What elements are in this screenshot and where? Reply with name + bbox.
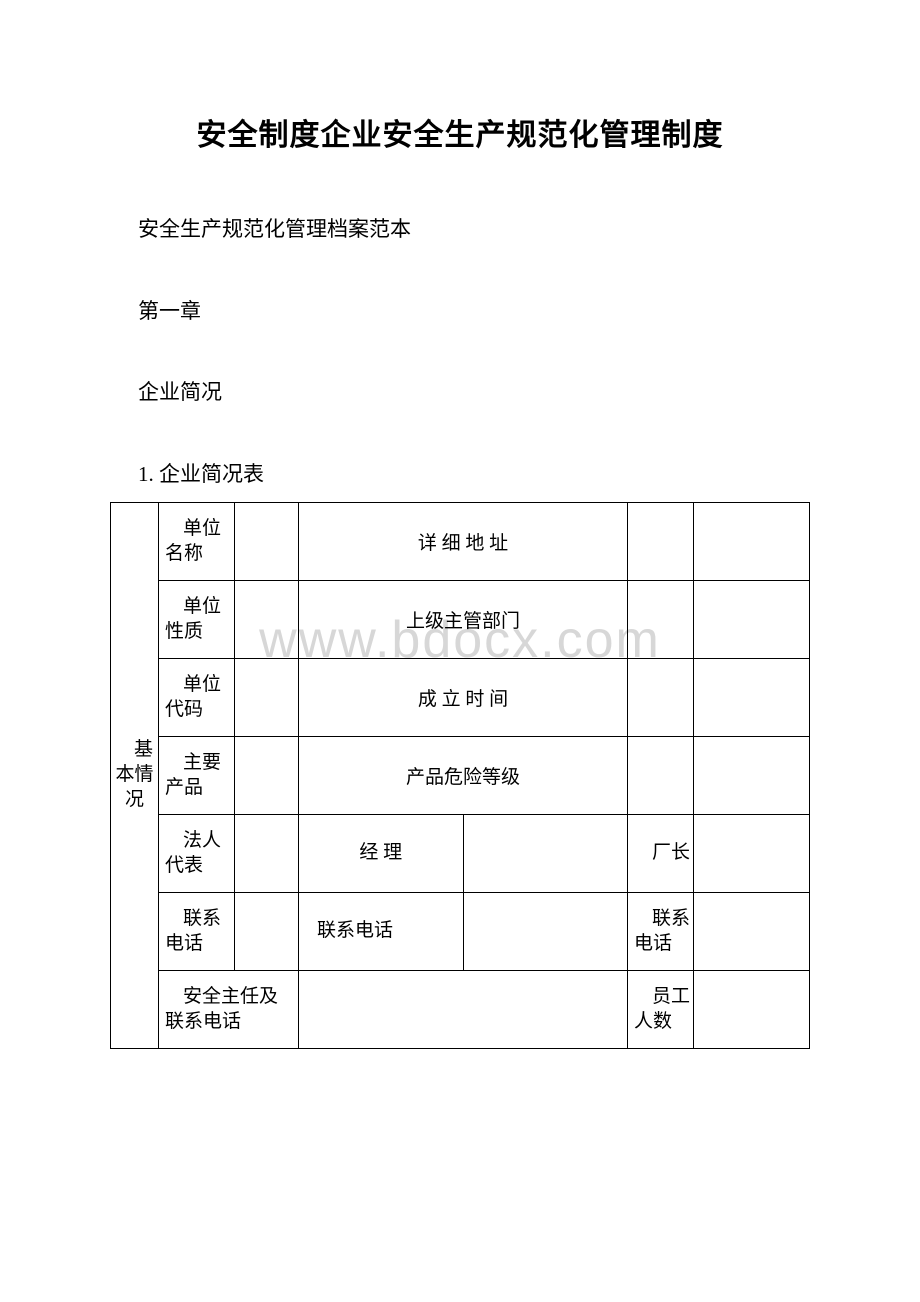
row-right-label: 员工人数: [628, 971, 694, 1049]
row-mid-label: 联系电话: [299, 893, 464, 971]
table-row: 安全主任及联系电话 员工人数: [111, 971, 810, 1049]
row-right-val: [694, 581, 810, 659]
row-value: [235, 581, 299, 659]
table-row: 法人代表 经 理 厂长: [111, 815, 810, 893]
side-label: 基本情况: [113, 738, 156, 812]
table-row: 基本情况 单位名称 详 细 地 址: [111, 503, 810, 581]
row-label: 法人代表: [159, 815, 235, 893]
chapter-label: 第一章: [138, 296, 810, 328]
table-row: 联系电话 联系电话 联系电话: [111, 893, 810, 971]
row-value: [235, 815, 299, 893]
side-label-cell: 基本情况: [111, 503, 159, 1049]
table-row: 主要产品 产品危险等级: [111, 737, 810, 815]
row-value: [235, 659, 299, 737]
row-right-val: [694, 659, 810, 737]
row-value: [235, 503, 299, 581]
row-mid-label: 成 立 时 间: [299, 659, 628, 737]
profile-table: 基本情况 单位名称 详 细 地 址 单位性质 上级主管部门 单位代码 成 立: [110, 502, 810, 1049]
row-label-wide: 安全主任及联系电话: [159, 971, 299, 1049]
row-right-label: 厂长: [628, 815, 694, 893]
section-name: 企业简况: [138, 377, 810, 409]
row-mid-value: [299, 971, 628, 1049]
row-mid-value: [463, 893, 628, 971]
row-mid-value: [463, 815, 628, 893]
row-label: 单位名称: [159, 503, 235, 581]
row-mid-label: 产品危险等级: [299, 737, 628, 815]
row-right-val: [694, 815, 810, 893]
table-caption: 1. 企业简况表: [138, 459, 810, 491]
row-right-val: [694, 971, 810, 1049]
row-mid-label: 详 细 地 址: [299, 503, 628, 581]
row-right-val: [694, 737, 810, 815]
row-value: [235, 893, 299, 971]
row-right: [628, 581, 694, 659]
row-label: 单位性质: [159, 581, 235, 659]
row-right-val: [694, 503, 810, 581]
row-mid-label: 经 理: [299, 815, 464, 893]
row-mid-label: 上级主管部门: [299, 581, 628, 659]
table-row: 单位性质 上级主管部门: [111, 581, 810, 659]
document-title: 安全制度企业安全生产规范化管理制度: [110, 110, 810, 154]
row-right: [628, 737, 694, 815]
row-label: 单位代码: [159, 659, 235, 737]
row-right: [628, 659, 694, 737]
row-label: 联系电话: [159, 893, 235, 971]
row-right: [628, 503, 694, 581]
subtitle: 安全生产规范化管理档案范本: [138, 214, 810, 246]
row-value: [235, 737, 299, 815]
row-right-val: [694, 893, 810, 971]
row-right-label: 联系电话: [628, 893, 694, 971]
row-label: 主要产品: [159, 737, 235, 815]
table-row: 单位代码 成 立 时 间: [111, 659, 810, 737]
